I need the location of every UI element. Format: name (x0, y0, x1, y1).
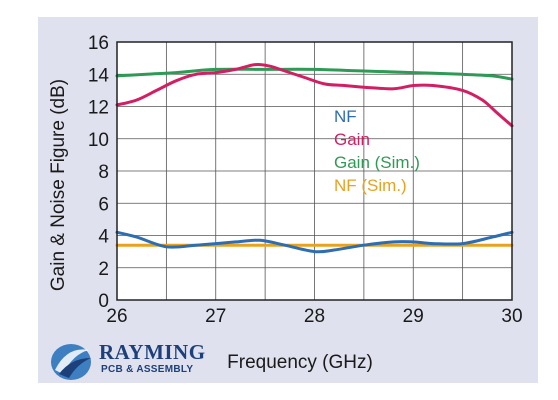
series-line-gain (115, 62, 514, 128)
x-tick-labels: 26 27 28 29 30 (106, 306, 522, 327)
y-tick-label: 2 (98, 259, 109, 280)
watermark-title: RAYMING (99, 340, 206, 364)
y-tick-label: 0 (98, 291, 109, 312)
y-tick-label: 12 (88, 98, 109, 119)
y-axis-label: Gain & Noise Figure (dB) (48, 79, 69, 291)
series-line-nf (115, 230, 514, 254)
x-tick-label: 30 (501, 306, 522, 327)
rayming-watermark: RAYMING PCB & ASSEMBLY (47, 340, 217, 382)
y-tick-label: 8 (98, 162, 109, 183)
y-tick-labels: 0 2 4 6 8 10 12 14 16 (88, 33, 110, 312)
x-axis-label: Frequency (GHz) (227, 352, 373, 373)
x-tick-label: 28 (304, 306, 325, 327)
x-tick-label: 27 (205, 306, 226, 327)
chart-figure: 26 27 28 29 30 0 2 4 6 8 10 12 14 16 Frequency (GHz)… (38, 17, 538, 383)
series-line-gain-sim (115, 67, 514, 81)
y-tick-label: 10 (88, 130, 109, 151)
series-group (115, 62, 514, 254)
y-tick-label: 4 (98, 227, 109, 248)
legend-entry-nf-sim: NF (Sim.) (334, 176, 407, 195)
legend-entry-nf: NF (334, 107, 357, 126)
line-chart: 26 27 28 29 30 0 2 4 6 8 10 12 14 16 Frequency (GHz)… (48, 33, 523, 373)
x-tick-label: 29 (403, 306, 424, 327)
y-tick-label: 6 (98, 194, 109, 215)
legend-entry-gain-sim: Gain (Sim.) (334, 153, 420, 172)
plot-frame (116, 41, 513, 301)
legend-entry-gain: Gain (334, 130, 370, 149)
watermark-subtitle: PCB & ASSEMBLY (101, 364, 194, 375)
y-tick-label: 14 (88, 65, 110, 86)
y-tick-label: 16 (88, 33, 109, 54)
x-tick-label: 26 (106, 306, 127, 327)
legend: NF Gain Gain (Sim.) NF (Sim.) (334, 107, 420, 195)
rayming-logo-icon (51, 344, 91, 380)
